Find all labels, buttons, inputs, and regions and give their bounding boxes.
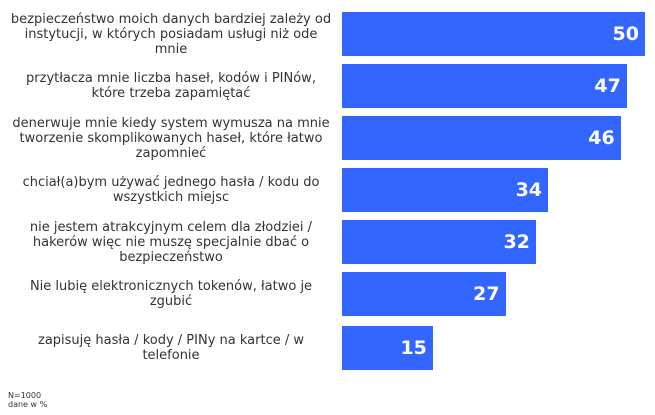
data-label: 46 [588, 127, 615, 149]
bar: 27 [342, 272, 506, 316]
bar: 46 [342, 116, 621, 160]
bar: 15 [342, 326, 433, 370]
category-label: bezpieczeństwo moich danych bardziej zal… [10, 11, 332, 57]
data-label: 34 [515, 179, 543, 201]
category-label: zapisuję hasła / kody / PINy na kartce /… [38, 333, 304, 363]
bar-row: przytłacza mnie liczba haseł, kodów i PI… [0, 62, 655, 110]
category-label: Nie lubię elektronicznych tokenów, łatwo… [29, 279, 313, 309]
bar-row: Nie lubię elektronicznych tokenów, łatwo… [0, 270, 655, 318]
sample-size-note: N=1000 [8, 391, 42, 400]
category-label: chciał(a)bym używać jednego hasła / kodu… [22, 175, 320, 205]
bar-row: nie jestem atrakcyjnym celem dla złodzie… [0, 218, 655, 266]
bar-row: bezpieczeństwo moich danych bardziej zal… [0, 10, 655, 58]
category-label: nie jestem atrakcyjnym celem dla złodzie… [29, 219, 313, 265]
category-label: denerwuje mnie kiedy system wymusza na m… [12, 115, 330, 161]
data-label: 47 [594, 75, 621, 97]
bar-row: chciał(a)bym używać jednego hasła / kodu… [0, 166, 655, 214]
bar: 32 [342, 220, 536, 264]
bar: 50 [342, 12, 645, 56]
category-label: przytłacza mnie liczba haseł, kodów i PI… [26, 71, 316, 101]
data-label: 27 [473, 283, 500, 305]
bar: 47 [342, 64, 627, 108]
bar: 34 [342, 168, 549, 212]
data-label: 32 [503, 231, 530, 253]
unit-note: dane w % [8, 400, 48, 409]
bar-row: zapisuję hasła / kody / PINy na kartce /… [0, 324, 655, 372]
bar-row: denerwuje mnie kiedy system wymusza na m… [0, 114, 655, 162]
data-label: 15 [400, 337, 427, 359]
data-label: 50 [612, 23, 639, 45]
